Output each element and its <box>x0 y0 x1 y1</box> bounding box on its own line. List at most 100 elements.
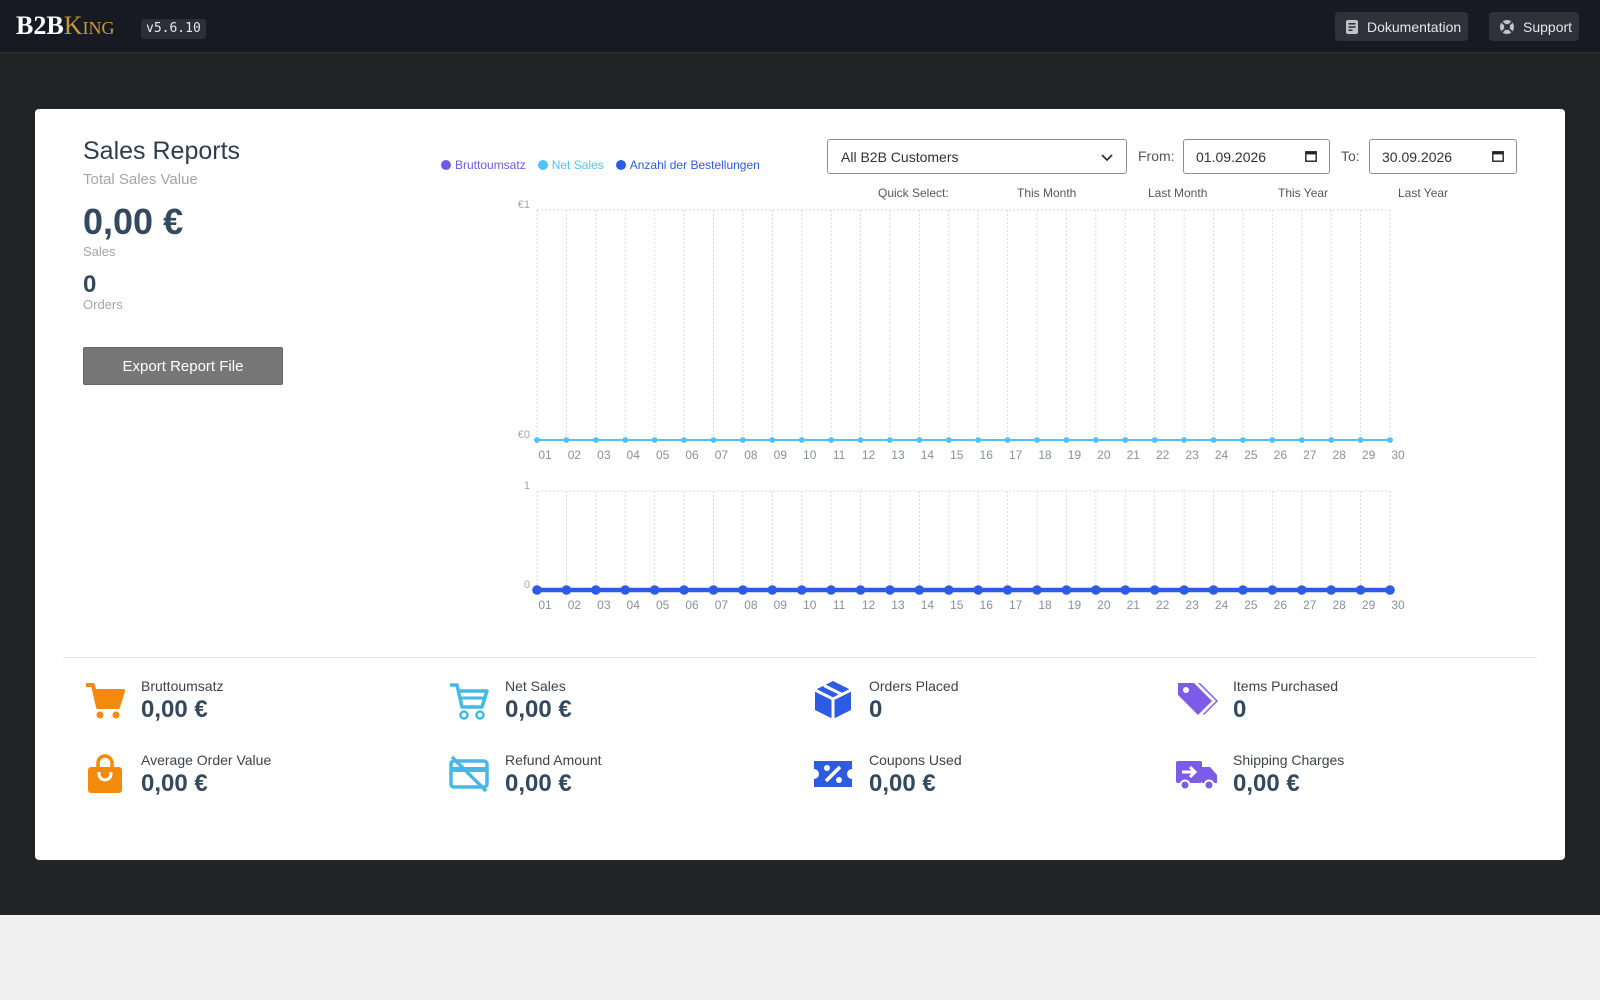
legend-item-net-sales[interactable]: Net Sales <box>537 158 604 172</box>
to-label: To: <box>1341 148 1360 164</box>
from-date-value: 01.09.2026 <box>1196 148 1267 165</box>
shopping-bag-icon <box>83 752 127 796</box>
to-date-input[interactable]: 30.09.2026 <box>1369 139 1517 174</box>
stat-value: 0,00 € <box>141 770 208 797</box>
stat-label: Coupons Used <box>869 752 962 768</box>
x-tick-label: 04 <box>627 598 641 612</box>
stat-label: Net Sales <box>505 678 566 694</box>
data-point <box>532 585 542 595</box>
x-tick-label: 02 <box>568 448 582 462</box>
data-point <box>679 585 689 595</box>
customer-select[interactable]: All B2B Customers <box>827 139 1127 174</box>
stat-value: 0,00 € <box>505 696 572 723</box>
data-point <box>622 437 629 443</box>
stat-text: Orders Placed 0 <box>869 678 958 724</box>
x-tick-label: 06 <box>685 448 699 462</box>
calendar-icon[interactable] <box>1492 149 1504 165</box>
x-tick-label: 25 <box>1244 448 1258 462</box>
logo-king-text: King <box>63 11 115 40</box>
x-tick-label: 28 <box>1332 598 1346 612</box>
to-date-value: 30.09.2026 <box>1382 148 1453 165</box>
data-point <box>1002 585 1013 595</box>
data-point <box>885 585 895 595</box>
x-tick-label: 05 <box>656 598 670 612</box>
x-tick-label: 18 <box>1038 448 1052 462</box>
data-point <box>1004 437 1011 443</box>
stat-text: Items Purchased 0 <box>1233 678 1338 724</box>
y-tick-label: 1 <box>524 480 530 492</box>
stat-label: Items Purchased <box>1233 678 1339 694</box>
from-date-input[interactable]: 01.09.2026 <box>1183 139 1330 174</box>
quick-last-year[interactable]: Last Year <box>1398 186 1449 200</box>
x-tick-label: 30 <box>1391 598 1405 612</box>
calendar-icon[interactable] <box>1305 149 1317 165</box>
sales-chart: €0€101 02 03 04 05 06 07 08 09 10 11 12 13 14 15 16 17 18… <box>518 199 1405 612</box>
legend-item-bruttoumsatz[interactable]: Bruttoumsatz <box>441 158 526 172</box>
x-tick-label: 04 <box>627 448 641 462</box>
data-point <box>1267 585 1278 595</box>
data-point <box>593 437 599 443</box>
x-tick-label: 17 <box>1009 598 1023 612</box>
cart-icon <box>83 678 127 722</box>
stat-net-sales: Net Sales 0,00 € <box>447 678 572 724</box>
x-tick-label: 12 <box>862 598 876 612</box>
stat-value: 0,00 € <box>869 770 936 797</box>
quick-this-year[interactable]: This Year <box>1278 186 1329 200</box>
data-point <box>769 437 776 443</box>
x-tick-label: 25 <box>1244 598 1258 612</box>
documentation-button[interactable]: Dokumentation <box>1335 12 1468 41</box>
stat-label: Shipping Charges <box>1233 752 1345 768</box>
data-point <box>1387 437 1393 443</box>
stat-bruttoumsatz: Bruttoumsatz 0,00 € <box>83 678 223 724</box>
page-subtitle: Total Sales Value <box>83 171 198 188</box>
data-point <box>1269 437 1276 443</box>
data-point <box>1328 437 1334 443</box>
data-point <box>563 437 570 443</box>
data-point <box>1326 585 1336 595</box>
logo-b2b-text: B2B <box>16 11 64 40</box>
x-tick-label: 21 <box>1127 598 1141 612</box>
data-point <box>1122 437 1129 443</box>
data-point <box>826 585 836 595</box>
stat-shipping-charges: Shipping Charges 0,00 € <box>1175 752 1344 798</box>
stat-label: Refund Amount <box>505 752 602 768</box>
legend-label: Anzahl der Bestellungen <box>629 158 760 172</box>
section-divider <box>63 657 1537 658</box>
export-report-button[interactable]: Export Report File <box>83 347 283 385</box>
x-tick-label: 09 <box>774 448 788 462</box>
data-point <box>740 437 746 443</box>
stat-value: 0,00 € <box>141 696 208 723</box>
quick-this-month[interactable]: This Month <box>1017 186 1077 200</box>
legend-item-orders[interactable]: Anzahl der Bestellungen <box>615 158 760 172</box>
total-sales-value: 0,00 € <box>83 201 184 242</box>
lifebuoy-icon <box>1499 19 1515 35</box>
x-tick-label: 16 <box>980 598 994 612</box>
x-tick-label: 24 <box>1215 448 1229 462</box>
x-tick-label: 05 <box>656 448 670 462</box>
quick-last-month[interactable]: Last Month <box>1148 186 1208 200</box>
x-tick-label: 24 <box>1215 598 1229 612</box>
coupon-icon <box>811 752 855 796</box>
x-tick-label: 19 <box>1068 448 1082 462</box>
b2bking-logo[interactable]: B2BKing <box>16 12 114 40</box>
stat-orders-placed: Orders Placed 0 <box>811 678 958 724</box>
data-point <box>973 585 984 595</box>
documentation-label: Dokumentation <box>1367 18 1462 35</box>
data-point <box>1093 437 1099 443</box>
x-tick-label: 13 <box>891 598 905 612</box>
stat-label: Average Order Value <box>141 752 272 768</box>
support-button[interactable]: Support <box>1489 12 1579 41</box>
x-tick-label: 08 <box>744 448 758 462</box>
x-tick-label: 17 <box>1009 448 1023 462</box>
x-tick-label: 27 <box>1303 598 1317 612</box>
data-point <box>1063 437 1070 443</box>
x-tick-label: 22 <box>1156 598 1170 612</box>
support-label: Support <box>1523 18 1573 35</box>
data-point <box>1238 585 1248 595</box>
x-tick-label: 20 <box>1097 448 1111 462</box>
x-tick-label: 02 <box>568 598 582 612</box>
legend-dot <box>615 160 626 170</box>
data-point <box>561 585 572 595</box>
x-tick-label: 07 <box>715 598 729 612</box>
x-tick-label: 16 <box>980 448 994 462</box>
